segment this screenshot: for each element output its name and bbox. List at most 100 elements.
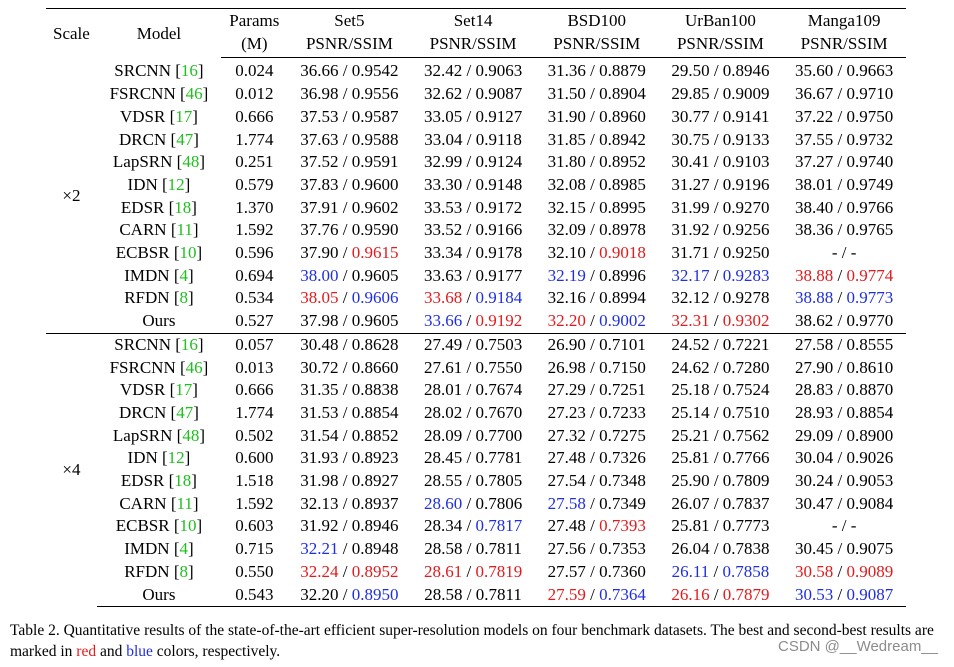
- psnr-value: 37.55: [795, 129, 834, 149]
- metric-cell: - / -: [831, 516, 857, 536]
- table-row: CARN [11] 1.592 37.76 / 0.9590 33.52 / 0.91…: [46, 219, 906, 242]
- psnr-value: 30.53: [795, 584, 834, 604]
- ssim-value: 0.9602: [351, 197, 399, 217]
- psnr-value: 26.07: [671, 493, 710, 513]
- ssim-value: 0.9774: [846, 265, 894, 285]
- ssim-value: 0.9118: [475, 129, 522, 149]
- metric-cell: 32.16 / 0.8994: [547, 288, 646, 308]
- params-cell: 0.057: [221, 332, 288, 357]
- psnr-value: 32.31: [671, 311, 710, 331]
- table-row: IMDN [4] 0.715 32.21 / 0.8948 28.58 / 0.781…: [46, 538, 906, 561]
- table-row: Ours 0.543 32.20 / 0.8950 28.58 / 0.7811 27.…: [46, 583, 906, 608]
- ssim-value: 0.9087: [475, 84, 523, 104]
- ssim-value: 0.8555: [846, 334, 894, 354]
- ssim-value: 0.8854: [351, 402, 399, 422]
- ssim-value: 0.8879: [599, 61, 646, 81]
- metric-cell: 38.36 / 0.9765: [795, 220, 894, 240]
- psnr-value: 27.29: [547, 380, 586, 400]
- model-name: EDSR: [120, 197, 165, 217]
- model-cell: IDN [12]: [127, 174, 191, 194]
- params-cell: 1.370: [235, 197, 274, 217]
- ssim-value: 0.9124: [475, 152, 523, 172]
- psnr-value: -: [831, 243, 838, 263]
- ssim-value: 0.7503: [475, 334, 523, 354]
- metric-cell: 27.57 / 0.7360: [547, 561, 646, 581]
- ssim-value: 0.9605: [351, 311, 399, 331]
- metric-cell: 33.66 / 0.9192: [423, 311, 523, 331]
- ssim-value: 0.7233: [599, 402, 646, 422]
- psnr-value: 31.92: [300, 516, 339, 536]
- metric-cell: 29.85 / 0.9009: [671, 84, 770, 104]
- metric-cell: 27.90 / 0.8610: [795, 357, 894, 377]
- ssim-value: 0.8927: [351, 471, 399, 491]
- psnr-value: 24.52: [671, 334, 710, 354]
- psnr-value: 37.91: [300, 197, 339, 217]
- metric-cell: 25.21 / 0.7562: [671, 425, 770, 445]
- model-citation: 17: [175, 106, 193, 126]
- psnr-value: 32.21: [300, 539, 339, 559]
- metric-cell: 32.42 / 0.9063: [423, 61, 523, 81]
- psnr-value: 32.08: [547, 174, 586, 194]
- metric-cell: 33.04 / 0.9118: [424, 129, 522, 149]
- ssim-value: 0.7805: [475, 471, 523, 491]
- model-citation: 12: [167, 448, 185, 468]
- results-table: Scale Model Params Set5 Set14 BSD100 UrB…: [46, 7, 906, 608]
- table-row: VDSR [17] 0.666 31.35 / 0.8838 28.01 / 0.76…: [46, 379, 906, 402]
- model-cell: IDN [12]: [127, 448, 191, 468]
- header-model: Model: [96, 7, 222, 58]
- header-bsd100-metric: PSNR/SSIM: [534, 32, 659, 59]
- model-cell: IMDN [4]: [124, 265, 194, 285]
- table-row: IMDN [4] 0.694 38.00 / 0.9605 33.63 / 0.917…: [46, 265, 906, 288]
- metric-cell: 28.61 / 0.7819: [423, 561, 523, 581]
- psnr-value: 37.83: [300, 174, 339, 194]
- metric-cell: 27.58 / 0.8555: [782, 332, 906, 357]
- model-citation: 48: [182, 152, 200, 172]
- model-citation: 48: [182, 425, 200, 445]
- metric-cell: 37.83 / 0.9600: [300, 174, 399, 194]
- header-set5-metric: PSNR/SSIM: [287, 32, 412, 59]
- metric-cell: 28.45 / 0.7781: [423, 448, 523, 468]
- metric-cell: 36.98 / 0.9556: [300, 84, 399, 104]
- psnr-value: 24.62: [671, 357, 710, 377]
- ssim-value: 0.8978: [599, 220, 646, 240]
- psnr-value: 31.54: [300, 425, 339, 445]
- metric-cell: 36.66 / 0.9542: [300, 61, 399, 81]
- psnr-value: 28.58: [424, 584, 463, 604]
- metric-cell: 26.98 / 0.7150: [547, 357, 646, 377]
- ssim-value: 0.8994: [599, 288, 646, 308]
- params-cell: 1.518: [235, 471, 274, 491]
- ssim-value: 0.7670: [475, 402, 523, 422]
- metric-cell: 30.58 / 0.9089: [795, 561, 894, 581]
- psnr-value: 37.52: [300, 152, 339, 172]
- table-row: DRCN [47] 1.774 37.63 / 0.9588 33.04 / 0.91…: [46, 129, 906, 152]
- metric-cell: 27.49 / 0.7503: [411, 332, 535, 357]
- psnr-value: 27.90: [795, 357, 834, 377]
- ssim-value: 0.9256: [722, 220, 770, 240]
- psnr-value: 32.20: [300, 584, 339, 604]
- metric-cell: 27.32 / 0.7275: [547, 425, 646, 445]
- ssim-value: 0.7353: [599, 539, 646, 559]
- model-cell: DRCN [47]: [119, 402, 199, 422]
- ssim-value: 0.9591: [351, 152, 399, 172]
- metric-cell: 31.36 / 0.8879: [547, 61, 646, 81]
- metric-cell: 37.63 / 0.9588: [300, 129, 399, 149]
- table-row: LapSRN [48] 0.251 37.52 / 0.9591 32.99 / 0.…: [46, 151, 906, 174]
- psnr-value: 32.17: [671, 265, 710, 285]
- psnr-value: 36.67: [795, 84, 834, 104]
- model-name: FSRCNN: [109, 84, 176, 104]
- psnr-value: 38.36: [795, 220, 834, 240]
- table-caption: Table 2. Quantitative results of the sta…: [10, 620, 950, 662]
- metric-cell: 33.53 / 0.9172: [423, 197, 523, 217]
- metric-cell: 27.48 / 0.7326: [547, 448, 646, 468]
- ssim-value: 0.9018: [599, 243, 646, 263]
- metric-cell: 31.92 / 0.8946: [300, 516, 399, 536]
- metric-cell: 32.13 / 0.8937: [300, 493, 399, 513]
- ssim-value: 0.9283: [722, 265, 770, 285]
- table-row: IDN [12] 0.579 37.83 / 0.9600 33.30 / 0.914…: [46, 174, 906, 197]
- ssim-value: 0.8923: [351, 448, 399, 468]
- params-cell: 0.012: [235, 84, 274, 104]
- model-citation: 10: [179, 516, 197, 536]
- params-cell: 0.715: [235, 539, 274, 559]
- psnr-value: 30.41: [671, 152, 710, 172]
